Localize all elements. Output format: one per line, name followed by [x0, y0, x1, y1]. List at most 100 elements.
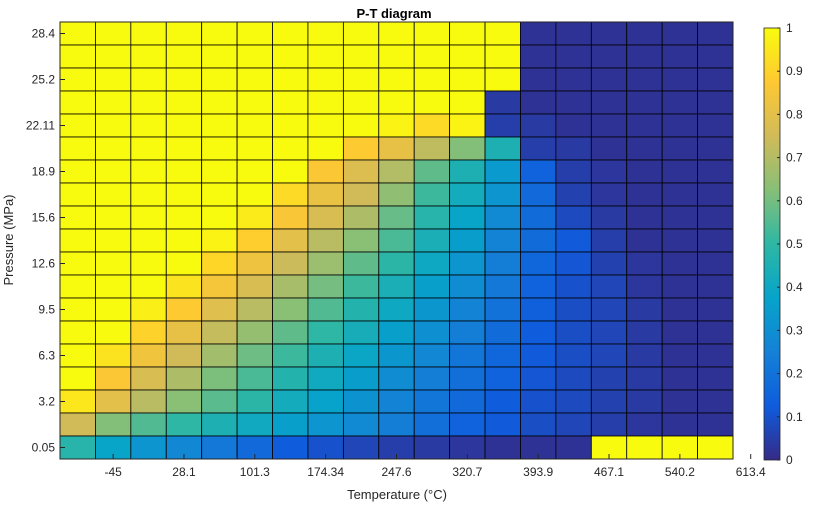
heatmap-cell: [236, 412, 273, 437]
heatmap-cell: [449, 67, 486, 92]
heatmap-cell: [307, 297, 344, 322]
heatmap-cell: [378, 113, 415, 138]
heatmap-cell: [555, 90, 592, 115]
heatmap-cell: [201, 251, 238, 276]
heatmap-cell: [626, 435, 663, 460]
heatmap-cell: [484, 67, 521, 92]
heatmap-cell: [165, 67, 203, 92]
heatmap-cell: [590, 159, 628, 184]
heatmap-cell: [697, 113, 734, 138]
heatmap-cell: [130, 205, 167, 230]
heatmap-cell: [590, 389, 628, 414]
colorbar-tick-label: 0.6: [786, 194, 803, 208]
heatmap-cell: [378, 228, 415, 253]
heatmap-cell: [555, 343, 592, 368]
heatmap-cell: [236, 67, 273, 92]
heatmap-cell: [484, 389, 521, 414]
heatmap-cell: [59, 389, 96, 414]
y-tick-label: 12.6: [32, 257, 56, 271]
heatmap-cell: [236, 205, 273, 230]
heatmap-cell: [272, 297, 309, 322]
heatmap-cell: [201, 435, 238, 460]
heatmap-cell: [95, 67, 132, 92]
heatmap-cell: [272, 366, 309, 391]
heatmap-cell: [95, 113, 132, 138]
heatmap-cell: [165, 366, 203, 391]
heatmap-cell: [59, 21, 96, 46]
heatmap-cell: [555, 412, 592, 437]
heatmap-cell: [661, 320, 698, 345]
heatmap-cell: [661, 90, 698, 115]
heatmap-cell: [590, 251, 628, 276]
heatmap-cell: [165, 21, 203, 46]
heatmap-cell: [236, 320, 273, 345]
y-tick-label: 15.6: [32, 211, 56, 225]
heatmap-cell: [165, 297, 203, 322]
heatmap-cell: [484, 343, 521, 368]
heatmap-cell: [661, 21, 698, 46]
heatmap-cell: [626, 297, 663, 322]
heatmap-cell: [661, 343, 698, 368]
heatmap-cell: [378, 320, 415, 345]
heatmap-cell: [342, 182, 380, 207]
heatmap-cell: [697, 90, 734, 115]
heatmap-cell: [130, 435, 167, 460]
heatmap-cell: [307, 44, 344, 69]
heatmap-cell: [378, 205, 415, 230]
heatmap-cell: [697, 182, 734, 207]
heatmap-cell: [697, 205, 734, 230]
colorbar-tick-label: 0.3: [786, 323, 803, 337]
heatmap-cell: [590, 182, 628, 207]
heatmap-cell: [130, 366, 167, 391]
heatmap-cell: [555, 21, 592, 46]
heatmap-cell: [165, 320, 203, 345]
heatmap-cell: [342, 21, 380, 46]
heatmap-cell: [590, 412, 628, 437]
heatmap-cell: [626, 136, 663, 161]
heatmap-cell: [661, 44, 698, 69]
heatmap-cell: [165, 44, 203, 69]
heatmap-cell: [413, 389, 451, 414]
heatmap-cell: [555, 205, 592, 230]
heatmap-cell: [520, 343, 557, 368]
heatmap-cell: [130, 67, 167, 92]
heatmap-cell: [555, 297, 592, 322]
heatmap-cell: [590, 366, 628, 391]
heatmap-cell: [59, 297, 96, 322]
y-tick-label: 9.5: [38, 303, 55, 317]
heatmap-cell: [201, 228, 238, 253]
heatmap-cell: [307, 320, 344, 345]
heatmap-cell: [95, 182, 132, 207]
heatmap-cell: [307, 182, 344, 207]
heatmap-cell: [307, 343, 344, 368]
heatmap-cell: [95, 389, 132, 414]
heatmap-cell: [378, 251, 415, 276]
heatmap-cell: [520, 389, 557, 414]
heatmap-cell: [590, 67, 628, 92]
heatmap-cell: [342, 44, 380, 69]
heatmap-cell: [272, 159, 309, 184]
colorbar-tick-label: 0: [786, 453, 793, 467]
heatmap-cell: [626, 389, 663, 414]
heatmap-cell: [307, 90, 344, 115]
heatmap-cell: [520, 113, 557, 138]
x-tick-label: 613.4: [736, 465, 766, 479]
heatmap-cell: [378, 366, 415, 391]
x-axis-label: Temperature (°C): [347, 487, 447, 502]
heatmap-cell: [59, 44, 96, 69]
heatmap-cell: [201, 320, 238, 345]
heatmap-cell: [520, 159, 557, 184]
heatmap-cell: [413, 297, 451, 322]
heatmap-cell: [272, 21, 309, 46]
heatmap-cell: [449, 343, 486, 368]
heatmap-cell: [59, 67, 96, 92]
heatmap-cell: [661, 182, 698, 207]
heatmap-cell: [555, 44, 592, 69]
heatmap-cell: [590, 136, 628, 161]
heatmap-cell: [661, 228, 698, 253]
heatmap-cell: [484, 113, 521, 138]
heatmap-cell: [95, 343, 132, 368]
heatmap-cell: [590, 205, 628, 230]
heatmap-cell: [378, 412, 415, 437]
